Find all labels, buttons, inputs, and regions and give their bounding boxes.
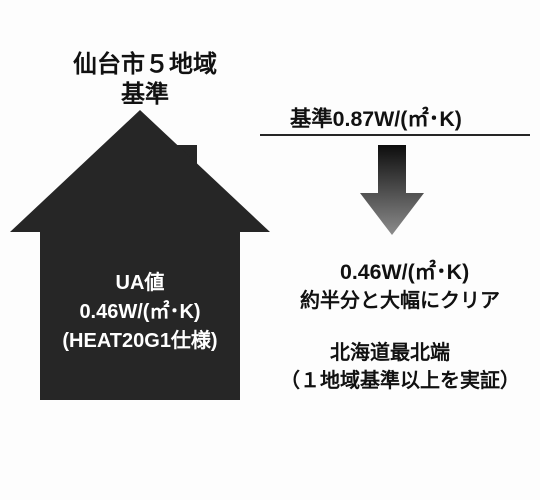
region-heading: 仙台市５地域 基準 (60, 50, 230, 110)
infographic-stage: 仙台市５地域 基準 UA値 0.46W/(㎡･K) (HEAT20G1仕様) 基… (0, 0, 540, 500)
house-body: UA値 0.46W/(㎡･K) (HEAT20G1仕様) (40, 225, 240, 400)
house-roof (10, 110, 270, 232)
house-label-value: 0.46W/(㎡･K) (79, 298, 200, 327)
achieved-value: 0.46W/(㎡･K) (340, 258, 469, 287)
house-label-ua: UA値 (116, 269, 165, 298)
achieved-note: 約半分と大幅にクリア (300, 288, 500, 315)
hokkaido-line1: 北海道最北端 (330, 340, 450, 367)
region-heading-line1: 仙台市５地域 (60, 50, 230, 80)
baseline-underline (260, 134, 530, 136)
house-label-spec: (HEAT20G1仕様) (62, 327, 217, 356)
down-arrow-icon (360, 145, 424, 235)
region-heading-line2: 基準 (60, 80, 230, 110)
baseline-text: 基準0.87W/(㎡･K) (290, 105, 462, 134)
hokkaido-line2: （１地域基準以上を実証） (280, 368, 520, 395)
house-graphic: UA値 0.46W/(㎡･K) (HEAT20G1仕様) (10, 110, 270, 400)
